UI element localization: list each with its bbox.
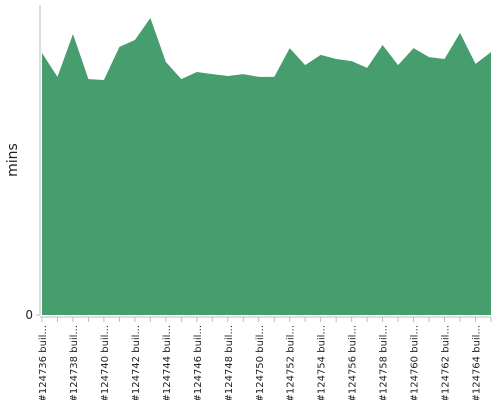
- x-tick-label: #124756 buil...: [348, 325, 359, 400]
- x-tick-label: #124758 buil...: [379, 325, 390, 400]
- x-tick-label: #124754 buil...: [317, 325, 328, 400]
- x-tick-label: #124760 buil...: [410, 325, 421, 400]
- x-tick-label: #124748 buil...: [224, 325, 235, 400]
- y-tick-label: 0: [25, 308, 33, 322]
- x-tick-label: #124736 buil...: [38, 325, 49, 400]
- x-tick-label: #124744 buil...: [162, 325, 173, 400]
- x-tick-label: #124752 buil...: [286, 325, 297, 400]
- x-tick-label: #124740 buil...: [100, 325, 111, 400]
- y-axis-label: mins: [5, 143, 21, 177]
- x-tick-label: #124742 buil...: [131, 325, 142, 400]
- x-tick-label: #124764 buil...: [472, 325, 483, 400]
- x-tick-label: #124750 buil...: [255, 325, 266, 400]
- area: [42, 18, 491, 316]
- x-tick-label: #124746 buil...: [193, 325, 204, 400]
- x-tick-label: #124762 buil...: [441, 325, 452, 400]
- x-tick-label: #124738 buil...: [69, 325, 80, 400]
